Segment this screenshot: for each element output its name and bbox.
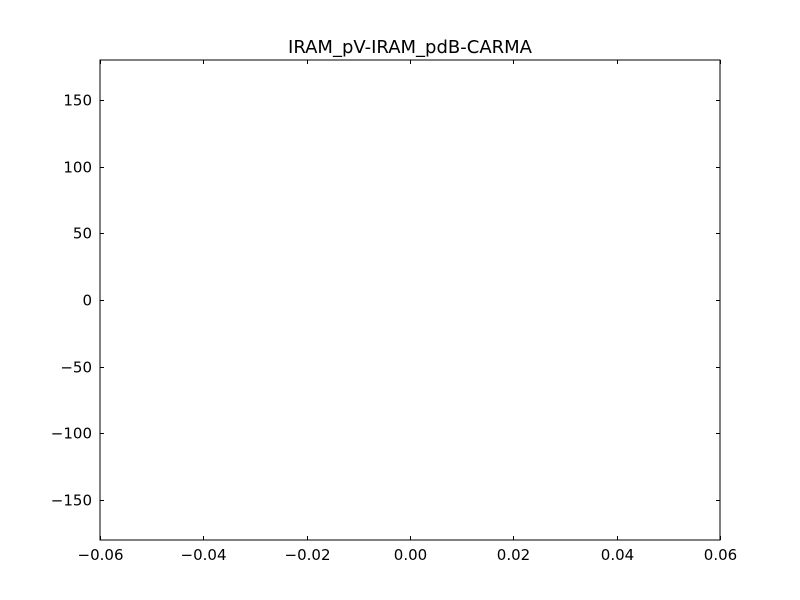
y-tick-label: 150: [63, 92, 92, 110]
x-tick-label: 0.04: [601, 546, 634, 564]
y-tick-label: −150: [51, 492, 92, 510]
x-tick-label: 0.06: [704, 546, 737, 564]
x-tick-label: −0.06: [78, 546, 124, 564]
y-tick-label: 50: [73, 225, 92, 243]
chart-title: IRAM_pV-IRAM_pdB-CARMA: [288, 37, 533, 58]
y-tick-label: 0: [82, 292, 92, 310]
plot-area: [99, 59, 721, 541]
x-tick-label: −0.02: [285, 546, 331, 564]
axis-ticks: −0.06 −0.04 −0.02 0.00 0.02 0.04 0.06 −150 −100 −…: [51, 60, 737, 564]
x-tick-label: −0.04: [181, 546, 227, 564]
y-tick-label: −100: [51, 425, 92, 443]
y-tick-label: −50: [60, 359, 92, 377]
x-tick-label: 0.02: [497, 546, 530, 564]
x-tick-label: 0.00: [394, 546, 427, 564]
y-tick-label: 100: [63, 159, 92, 177]
